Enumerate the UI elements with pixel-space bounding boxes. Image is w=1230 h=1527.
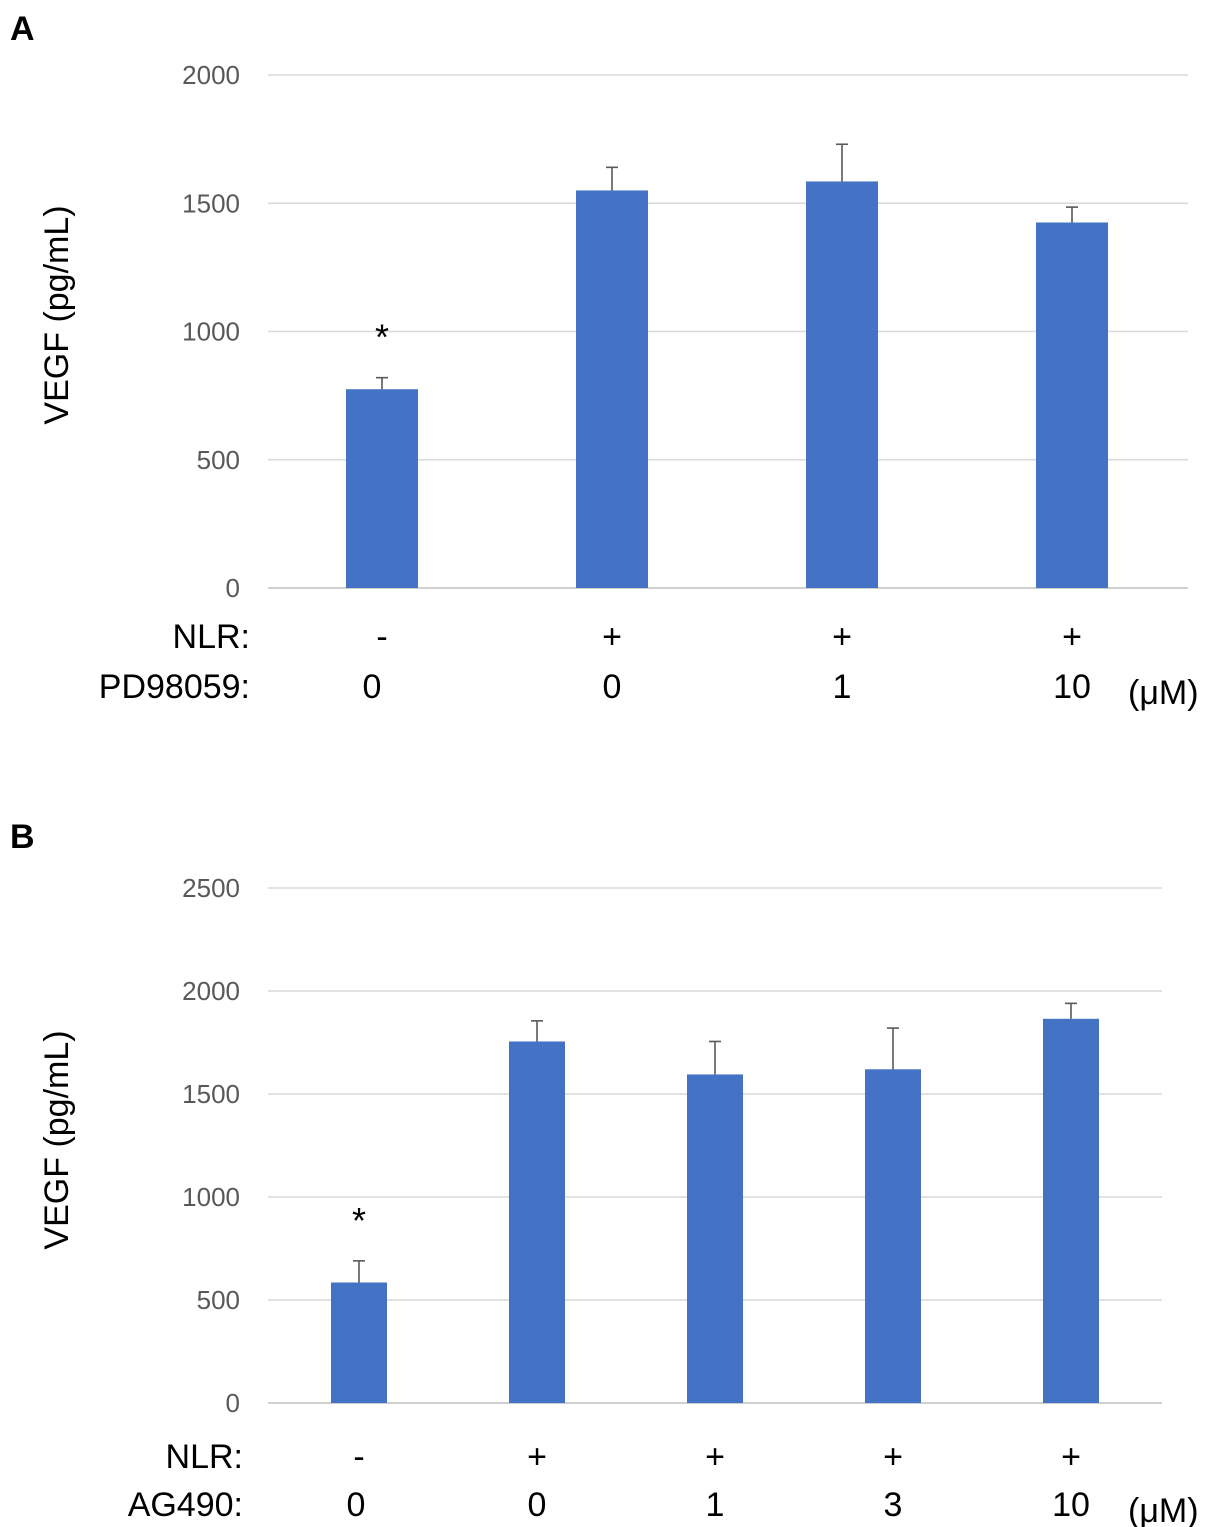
error-bar xyxy=(887,1027,899,1070)
condition-row-label: AG490: xyxy=(128,1486,243,1524)
y-tick-label: 2500 xyxy=(182,873,240,903)
condition-value: 0 xyxy=(347,1486,366,1524)
condition-value: 10 xyxy=(1052,1486,1090,1524)
bar xyxy=(865,1069,921,1403)
error-bar xyxy=(836,143,848,182)
condition-row-label: NLR: xyxy=(173,618,250,656)
significance-marker: * xyxy=(375,317,389,358)
y-tick-label: 500 xyxy=(197,445,240,475)
panel-b-error-bars xyxy=(353,1002,1077,1283)
panel-a-label: A xyxy=(10,10,35,48)
panel-b-significance: * xyxy=(352,1200,366,1241)
bar xyxy=(1036,222,1108,589)
error-bar xyxy=(531,1020,543,1042)
condition-value: 1 xyxy=(706,1486,725,1524)
panel-a-bars xyxy=(346,181,1108,589)
condition-value: - xyxy=(376,618,387,656)
panel-b-y-tick-labels: 0 500 1000 1500 2000 2500 xyxy=(182,873,240,1418)
y-tick-label: 500 xyxy=(197,1285,240,1315)
condition-value: + xyxy=(883,1438,903,1476)
condition-value: - xyxy=(353,1438,364,1476)
condition-value: + xyxy=(705,1438,725,1476)
bar xyxy=(806,181,878,588)
condition-value: + xyxy=(1061,1438,1081,1476)
condition-value: 3 xyxy=(884,1486,903,1524)
condition-value: 0 xyxy=(603,668,622,706)
condition-value: + xyxy=(527,1438,547,1476)
condition-value: + xyxy=(602,618,622,656)
condition-value: 1 xyxy=(833,668,852,706)
panel-a-gridlines xyxy=(268,74,1188,589)
condition-value: + xyxy=(1062,618,1082,656)
bar xyxy=(576,190,648,589)
panel-b-condition-rows: NLR: - + + + + AG490: 0 0 1 3 10 (μM) xyxy=(128,1438,1199,1527)
y-tick-label: 1000 xyxy=(182,1182,240,1212)
significance-marker: * xyxy=(352,1200,366,1241)
panel-a-significance: * xyxy=(375,317,389,358)
error-bar xyxy=(353,1260,365,1283)
condition-value: 0 xyxy=(528,1486,547,1524)
bar xyxy=(346,389,418,588)
y-tick-label: 1000 xyxy=(182,317,240,347)
error-bar xyxy=(606,166,618,191)
panel-a-condition-rows: NLR: - + + + PD98059: 0 0 1 10 (μM) xyxy=(99,618,1199,712)
error-bar xyxy=(709,1040,721,1075)
bar xyxy=(331,1282,387,1403)
panel-b-bars xyxy=(331,1018,1099,1403)
condition-value: + xyxy=(832,618,852,656)
y-tick-label: 1500 xyxy=(182,1079,240,1109)
condition-row-label: PD98059: xyxy=(99,668,250,706)
unit-label: (μM) xyxy=(1128,1492,1199,1527)
y-tick-label: 2000 xyxy=(182,976,240,1006)
condition-value: 10 xyxy=(1053,668,1091,706)
panel-a-error-bars xyxy=(376,143,1078,390)
panel-a-y-tick-labels: 0 500 1000 1500 2000 xyxy=(182,60,240,603)
y-tick-label: 0 xyxy=(226,1388,240,1418)
bar xyxy=(687,1074,743,1403)
unit-label: (μM) xyxy=(1128,674,1199,712)
panel-a-y-axis-label: VEGF (pg/mL) xyxy=(38,205,76,424)
bar xyxy=(509,1041,565,1403)
condition-value: 0 xyxy=(363,668,382,706)
panel-b-y-axis-label: VEGF (pg/mL) xyxy=(38,1030,76,1249)
y-tick-label: 1500 xyxy=(182,188,240,218)
error-bar xyxy=(376,376,388,390)
y-tick-label: 2000 xyxy=(182,60,240,90)
y-tick-label: 0 xyxy=(226,573,240,603)
error-bar xyxy=(1065,1002,1077,1019)
error-bar xyxy=(1066,206,1078,223)
bar xyxy=(1043,1018,1099,1403)
condition-row-label: NLR: xyxy=(166,1438,243,1476)
panel-b-label: B xyxy=(10,818,35,856)
